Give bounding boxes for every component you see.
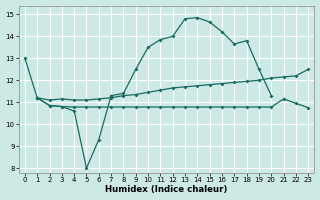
X-axis label: Humidex (Indice chaleur): Humidex (Indice chaleur) xyxy=(105,185,228,194)
